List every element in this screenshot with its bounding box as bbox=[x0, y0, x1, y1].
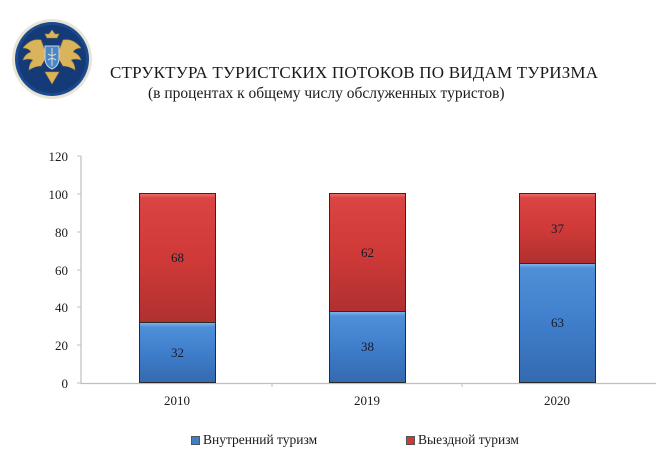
legend-item-domestic: Внутренний туризм bbox=[191, 432, 317, 448]
data-label: 38 bbox=[361, 339, 374, 354]
legend-label: Внутренний туризм bbox=[203, 432, 318, 447]
legend-swatch-red-icon bbox=[406, 435, 415, 445]
y-tick-0: 0 bbox=[61, 376, 69, 391]
data-label: 32 bbox=[171, 344, 184, 360]
bar-segment-outbound: 62 bbox=[329, 193, 406, 312]
bar-segment-outbound: 68 bbox=[139, 193, 216, 323]
y-tick-20: 20 bbox=[55, 338, 68, 353]
x-tick-2019: 2019 bbox=[354, 393, 380, 408]
y-tick-120: 120 bbox=[48, 149, 69, 164]
y-tick-60: 60 bbox=[55, 263, 68, 278]
emblem-icon bbox=[11, 16, 93, 102]
x-tick-2020: 2020 bbox=[544, 393, 570, 408]
data-label: 63 bbox=[551, 315, 564, 330]
bar-segment-domestic: 38 bbox=[329, 311, 406, 383]
legend-item-outbound: Выездной туризм bbox=[406, 432, 519, 448]
bar-segment-domestic: 32 bbox=[139, 322, 216, 383]
data-label: 68 bbox=[171, 250, 184, 265]
legend-label: Выездной туризм bbox=[418, 432, 519, 447]
bar-2019: 62 38 bbox=[329, 193, 406, 383]
legend-swatch-blue-icon bbox=[191, 435, 200, 445]
bar-2020: 37 63 bbox=[519, 193, 596, 383]
bar-2010: 68 32 bbox=[139, 193, 216, 383]
y-tick-80: 80 bbox=[55, 225, 68, 240]
bar-segment-domestic: 63 bbox=[519, 263, 596, 383]
x-tick-2010: 2010 bbox=[164, 393, 190, 408]
bar-segment-outbound: 37 bbox=[519, 193, 596, 264]
data-label: 37 bbox=[551, 220, 564, 236]
y-tick-40: 40 bbox=[55, 300, 68, 315]
chart-subtitle: (в процентах к общему числу обслуженных … bbox=[148, 85, 505, 102]
chart-title: СТРУКТУРА ТУРИСТСКИХ ПОТОКОВ ПО ВИДАМ ТУ… bbox=[110, 63, 599, 82]
data-label: 62 bbox=[361, 244, 374, 260]
y-tick-100: 100 bbox=[48, 187, 69, 202]
